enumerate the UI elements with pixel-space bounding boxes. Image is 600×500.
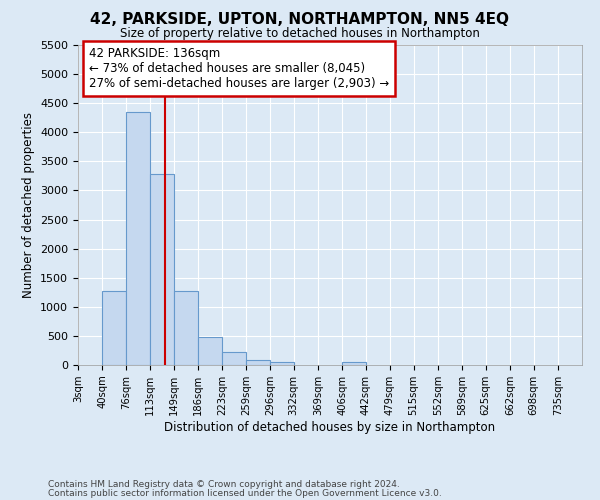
Text: Size of property relative to detached houses in Northampton: Size of property relative to detached ho… (120, 28, 480, 40)
X-axis label: Distribution of detached houses by size in Northampton: Distribution of detached houses by size … (164, 420, 496, 434)
Bar (222, 352, 247, 365)
Bar (342, 362, 367, 365)
Text: Contains public sector information licensed under the Open Government Licence v3: Contains public sector information licen… (48, 488, 442, 498)
Bar (126, 112, 150, 365)
Bar (150, 174, 175, 365)
Bar (173, 290, 198, 365)
Bar (270, 362, 294, 365)
Bar (198, 337, 222, 365)
Text: 42 PARKSIDE: 136sqm
← 73% of detached houses are smaller (8,045)
27% of semi-det: 42 PARKSIDE: 136sqm ← 73% of detached ho… (89, 47, 389, 90)
Text: Contains HM Land Registry data © Crown copyright and database right 2024.: Contains HM Land Registry data © Crown c… (48, 480, 400, 489)
Y-axis label: Number of detached properties: Number of detached properties (22, 112, 35, 298)
Bar (102, 290, 127, 365)
Text: 42, PARKSIDE, UPTON, NORTHAMPTON, NN5 4EQ: 42, PARKSIDE, UPTON, NORTHAMPTON, NN5 4E… (91, 12, 509, 28)
Bar (246, 360, 270, 365)
